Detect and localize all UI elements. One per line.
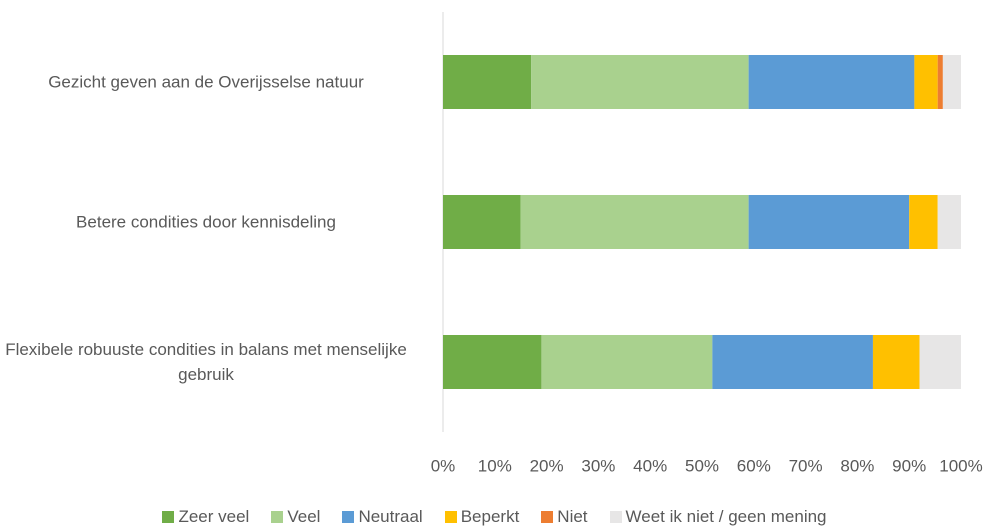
x-tick-label: 20% [530,456,564,475]
bar-segment [443,55,532,109]
legend-swatch [541,511,554,523]
bar-segment [443,335,542,389]
x-tick-label: 50% [685,456,719,475]
bar-segment [937,195,961,249]
legend-item: Neutraal [342,507,423,527]
bar-segment [541,335,713,389]
legend-item: Zeer veel [162,507,249,527]
category-label: Flexibele robuuste condities in balans m… [5,340,407,384]
legend-swatch [162,511,175,523]
bar-segment [914,55,938,109]
x-tick-label: 80% [840,456,874,475]
legend-item: Niet [541,507,588,527]
bar-segment [909,195,938,249]
bar-segment [520,195,749,249]
category-label: Betere condities door kennisdeling [76,212,336,232]
legend-swatch [271,511,284,523]
bar-segment [937,55,943,109]
x-tick-label: 30% [581,456,615,475]
bar-segment [872,335,920,389]
x-tick-label: 90% [892,456,926,475]
bar-segment [748,55,915,109]
plot: 0% 10% 20% 30% 40% 50% 60% 70% 80% 90% 100% [431,12,983,475]
legend-label: Beperkt [460,507,520,526]
category-label: Gezicht geven aan de Overijsselse natuur [48,72,364,92]
x-tick-label: 100% [939,456,982,475]
legend-swatch [444,511,457,523]
bar-segment [712,335,873,389]
x-tick-label: 70% [789,456,823,475]
x-tick-label: 40% [633,456,667,475]
legend-label: Zeer veel [178,507,250,526]
legend-label: Weet ik niet / geen mening [625,507,827,526]
legend-label: Niet [557,507,588,526]
bar-segment [443,195,521,249]
legend-item: Weet ik niet / geen mening [609,507,827,527]
legend-label: Veel [287,507,321,526]
legend-swatch [609,511,622,523]
bar-segment [531,55,749,109]
bar-segment [919,335,961,389]
bar-segment [748,195,910,249]
legend-swatch [342,511,355,523]
legend-item: Veel [271,507,320,527]
legend-label: Neutraal [358,507,423,526]
x-tick-label: 0% [431,456,456,475]
legend: Zeer veel Veel Neutraal Beperkt Niet Weet ik … [0,507,989,527]
legend-item: Beperkt [444,507,520,527]
x-tick-label: 10% [478,456,512,475]
x-tick-label: 60% [737,456,771,475]
bar-segment [942,55,961,109]
